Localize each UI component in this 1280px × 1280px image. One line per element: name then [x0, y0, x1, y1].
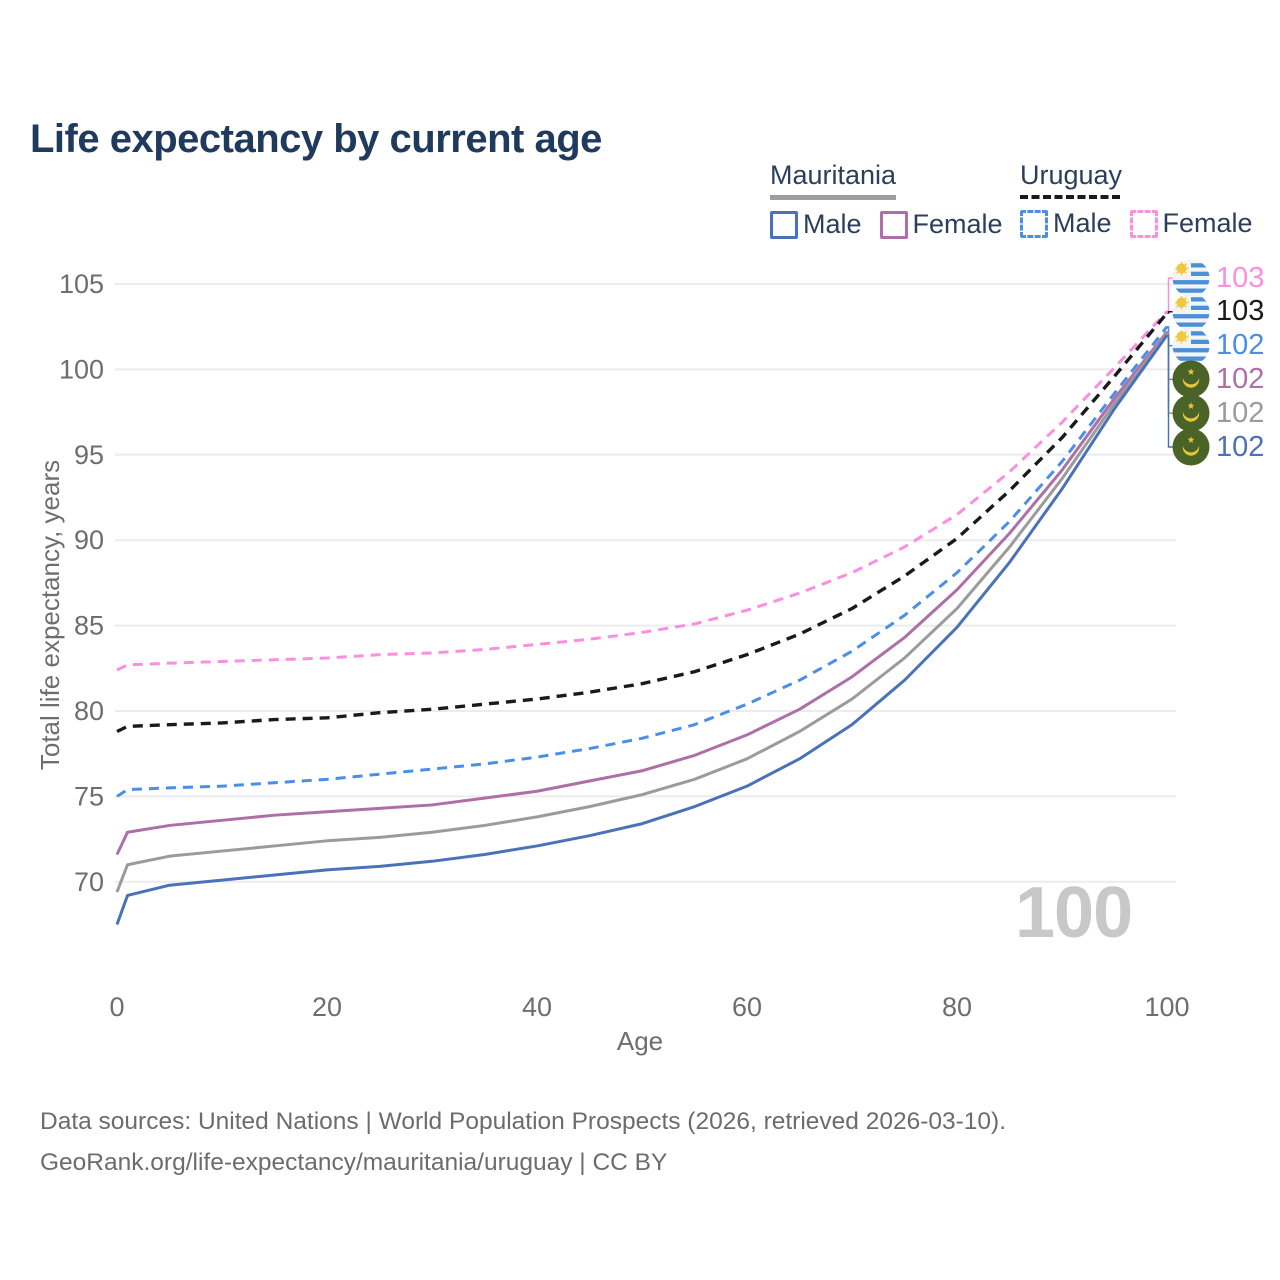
x-tick-label: 100 [1144, 992, 1189, 1022]
legend-group-mauritania: Mauritania Male Female [770, 160, 1021, 240]
x-axis-title: Age [616, 1026, 664, 1056]
y-tick-label: 100 [59, 354, 104, 384]
legend-item-mauritania-male[interactable]: Male [770, 209, 862, 240]
series-end-label: 102 [1172, 428, 1264, 466]
legend-group-uruguay: Uruguay Male Female [1020, 160, 1271, 239]
series-line-mauritania-both-sexes [115, 332, 1169, 893]
x-tick-label: 80 [942, 992, 972, 1022]
end-label-value: 102 [1216, 396, 1265, 429]
legend-line-sample-solid [770, 195, 896, 200]
series-line-uruguay-male [116, 325, 1169, 798]
end-label-value: 102 [1216, 362, 1265, 395]
y-tick-label: 75 [74, 781, 104, 811]
series-line-uruguay-female [116, 310, 1169, 672]
legend-line-sample-dashed [1020, 195, 1120, 199]
legend-swatch-dashed-male-icon [1020, 209, 1048, 238]
series-end-label: 103 [1172, 293, 1264, 331]
x-tick-label: 40 [522, 992, 552, 1022]
legend-item-uruguay-female[interactable]: Female [1129, 208, 1253, 239]
end-label-value: 103 [1216, 295, 1265, 328]
series-line-mauritania-male [115, 334, 1169, 926]
legend-swatch-solid-female-icon [879, 210, 908, 239]
series-end-label: 103 [1172, 259, 1264, 297]
uruguay-flag-icon [1172, 327, 1210, 365]
y-tick-label: 70 [74, 867, 104, 897]
mauritania-flag-icon [1172, 394, 1210, 432]
y-tick-label: 85 [74, 611, 104, 641]
legend-item-label: Male [803, 209, 862, 239]
attribution-text: GeoRank.org/life-expectancy/mauritania/u… [40, 1149, 668, 1176]
uruguay-flag-icon [1172, 293, 1210, 331]
legend-item-mauritania-female[interactable]: Female [879, 209, 1003, 240]
y-tick-label: 80 [74, 696, 104, 726]
legend-item-label: Female [912, 209, 1003, 239]
legend-swatch-solid-male-icon [770, 210, 798, 239]
page-title: Life expectancy by current age [30, 116, 602, 161]
legend-country-name: Uruguay [1020, 160, 1123, 190]
legend-item-uruguay-male[interactable]: Male [1020, 208, 1112, 239]
end-label-leader-line [1167, 334, 1174, 448]
series-line-uruguay-both-sexes [116, 311, 1169, 734]
end-label-value: 102 [1216, 430, 1265, 463]
y-axis-title: Total life expectancy, years [35, 459, 65, 771]
end-label-value: 103 [1216, 261, 1265, 294]
legend-item-label: Female [1162, 208, 1253, 238]
x-tick-label: 60 [732, 992, 762, 1022]
legend-country-name: Mauritania [770, 160, 897, 190]
end-label-value: 102 [1216, 329, 1265, 362]
legend-swatch-dashed-female-icon [1129, 209, 1158, 238]
legend-item-label: Male [1053, 208, 1112, 238]
x-tick-label: 0 [109, 992, 124, 1022]
uruguay-flag-icon [1172, 259, 1210, 297]
mauritania-flag-icon [1172, 360, 1210, 398]
mauritania-flag-icon [1172, 428, 1210, 466]
y-tick-label: 95 [74, 440, 104, 470]
series-end-label: 102 [1172, 360, 1264, 398]
series-line-mauritania-female [115, 330, 1169, 856]
y-tick-label: 105 [59, 269, 104, 299]
age-watermark: 100 [1015, 873, 1133, 953]
x-tick-label: 20 [312, 992, 342, 1022]
end-label-leader-line [1167, 311, 1174, 314]
data-sources-text: Data sources: United Nations | World Pop… [40, 1108, 1007, 1135]
series-end-label: 102 [1172, 327, 1264, 365]
y-tick-label: 90 [74, 525, 104, 555]
series-end-label: 102 [1172, 394, 1264, 432]
